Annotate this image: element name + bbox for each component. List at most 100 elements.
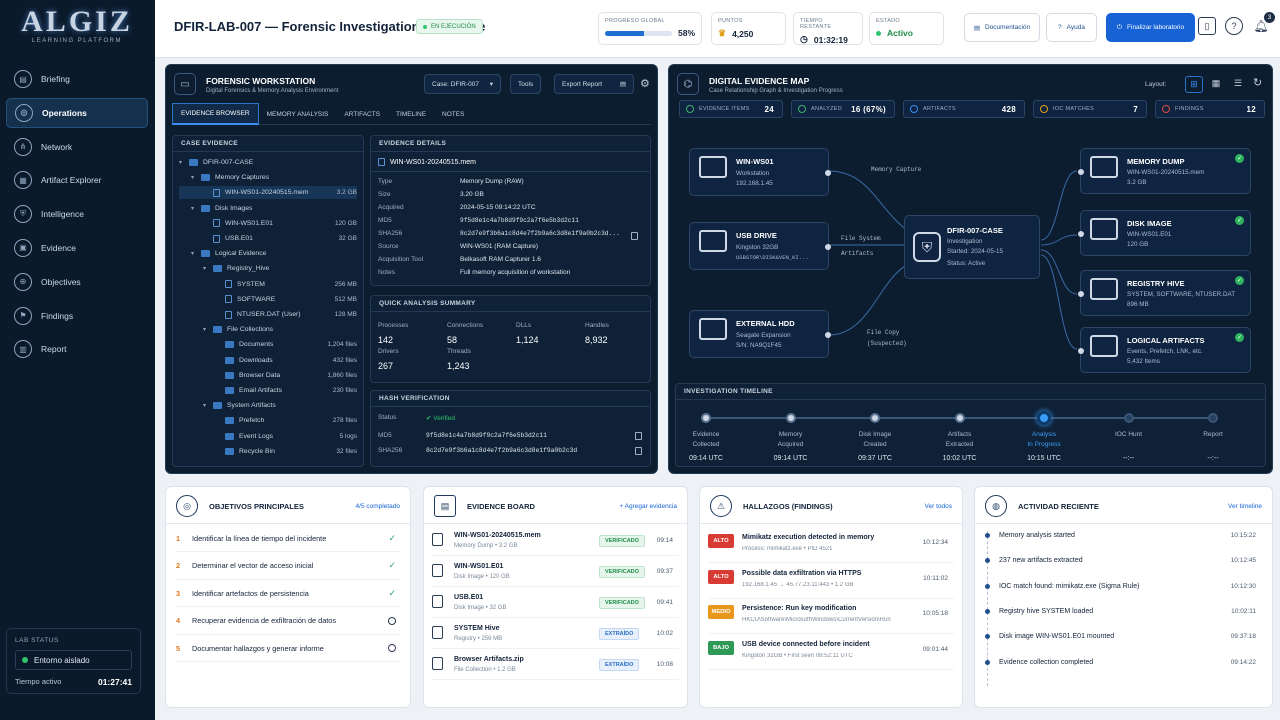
sidebar-item-findings[interactable]: ⚑ Findings — [6, 301, 148, 331]
tree-folder-item[interactable]: Downloads 432 files — [179, 354, 357, 367]
copy-icon[interactable] — [631, 232, 638, 240]
tree-folder-item[interactable]: Browser Data 1,860 files — [179, 369, 357, 382]
node-subtitle: SYSTEM, SOFTWARE, NTUSER.DAT — [1127, 291, 1236, 298]
timeline-step-dot[interactable] — [701, 413, 711, 423]
tab-notes[interactable]: NOTES — [442, 110, 465, 118]
tree-folder-item[interactable]: Prefetch 278 files — [179, 414, 357, 427]
layout-grid-icon[interactable]: ▦ — [1211, 78, 1221, 88]
artifact-node[interactable]: DISK IMAGE WIN-WS01.E01 120 GB ✓ — [1078, 210, 1251, 256]
tree-folder-item[interactable]: ▾ Registry_Hive — [179, 262, 357, 275]
activity-row[interactable]: IOC match found: mimikatz.exe (Sigma Rul… — [985, 574, 1262, 599]
evidence-board-row[interactable]: WIN-WS01-20240515.mem Memory Dump • 3.2 G… — [432, 525, 679, 556]
activity-row[interactable]: Evidence collection completed 09:14:22 — [985, 650, 1262, 675]
tree-file-item[interactable]: SYSTEM 256 MB — [179, 278, 357, 291]
sidebar-item-report[interactable]: ▥ Report — [6, 334, 148, 364]
chevron-down-icon[interactable]: ▾ — [191, 175, 195, 182]
tree-folder-item[interactable]: ▾ System Artifacts — [179, 399, 357, 412]
tree-folder-item[interactable]: Event Logs 5 logs — [179, 430, 357, 443]
layout-graph-icon[interactable]: ⊞ — [1185, 76, 1203, 93]
tab-evidence-browser[interactable]: EVIDENCE BROWSER — [172, 103, 259, 125]
artifact-node[interactable]: REGISTRY HIVE SYSTEM, SOFTWARE, NTUSER.DA… — [1078, 270, 1251, 316]
chevron-down-icon[interactable]: ▾ — [191, 205, 195, 212]
stat-value: 7 — [1133, 104, 1138, 114]
tree-file-item[interactable]: USB.E01 32 GB — [179, 232, 357, 245]
activity-row[interactable]: 237 new artifacts extracted 10:12:45 — [985, 548, 1262, 573]
tree-folder-item[interactable]: ▾ File Collections — [179, 323, 357, 336]
evidence-node[interactable]: EXTERNAL HDD Seagate Expansion S/N: NA9Q1F… — [689, 310, 831, 358]
sidebar-item-artifact-explorer[interactable]: ▦ Artifact Explorer — [6, 165, 148, 195]
layout-list-icon[interactable]: ☰ — [1233, 78, 1243, 88]
tree-file-item[interactable]: SOFTWARE 512 MB — [179, 293, 357, 306]
evidence-board-row[interactable]: SYSTEM Hive Registry • 256 MB EXTRAÍDO 10:0… — [432, 618, 679, 649]
add-evidence-link[interactable]: + Agregar evidencia — [619, 503, 677, 510]
artifact-node[interactable]: MEMORY DUMP WIN-WS01-20240515.mem 3.2 GB ✓ — [1078, 148, 1251, 194]
view-timeline-link[interactable]: Ver timeline — [1228, 503, 1262, 510]
timeline-step-dot[interactable] — [1123, 413, 1134, 423]
activity-row[interactable]: Disk image WIN-WS01.E01 mounted 09:37:18 — [985, 624, 1262, 649]
finding-row[interactable]: MEDIO Persistence: Run key modification HK… — [708, 598, 954, 634]
copy-icon[interactable] — [635, 432, 642, 440]
tree-file-item[interactable]: NTUSER.DAT (User) 128 MB — [179, 308, 357, 321]
help-circle-icon[interactable]: ? — [1225, 17, 1243, 35]
node-port — [1078, 231, 1084, 237]
gear-icon[interactable]: ⚙ — [640, 78, 650, 90]
sidebar-item-briefing[interactable]: ▤ Briefing — [6, 64, 148, 94]
objective-row[interactable]: 4 Recuperar evidencia de exfiltración de … — [176, 608, 400, 635]
view-all-findings-link[interactable]: Ver todos — [924, 503, 952, 510]
timeline-step-dot[interactable] — [1037, 411, 1051, 425]
tree-file-item[interactable]: WIN-WS01-20240515.mem 3.2 GB — [179, 186, 357, 200]
tree-folder-item[interactable]: ▾ DFIR-007-CASE — [179, 156, 357, 169]
finding-row[interactable]: ALTO Possible data exfiltration via HTTPS… — [708, 563, 954, 599]
tree-folder-item[interactable]: Email Artifacts 230 files — [179, 384, 357, 397]
tree-folder-item[interactable]: ▾ Logical Evidence — [179, 247, 357, 260]
sidebar-item-network[interactable]: ⋔ Network — [6, 132, 148, 162]
tab-artifacts[interactable]: ARTIFACTS — [344, 110, 381, 118]
chevron-down-icon[interactable]: ▾ — [203, 403, 207, 410]
artifact-node[interactable]: LOGICAL ARTIFACTS Events, Prefetch, LNK, … — [1078, 327, 1251, 373]
evidence-board-row[interactable]: WIN-WS01.E01 Disk Image • 120 GB VERIFICAD… — [432, 556, 679, 587]
documentation-button[interactable]: ▤ Documentación — [964, 13, 1040, 42]
brand-logo[interactable]: ALGIZ LEARNING PLATFORM — [14, 6, 140, 50]
finish-lab-button[interactable]: ⏻ Finalizar laboratorio — [1106, 13, 1195, 42]
timeline-step-dot[interactable] — [870, 413, 880, 423]
activity-row[interactable]: Memory analysis started 10:15:22 — [985, 523, 1262, 548]
timeline-step-dot[interactable] — [954, 413, 965, 423]
sidebar-item-operations[interactable]: ◎ Operations — [6, 97, 148, 128]
objective-row[interactable]: 5 Documentar hallazgos y generar informe — [176, 635, 400, 662]
finding-row[interactable]: BAJO USB device connected before incident… — [708, 634, 954, 670]
chevron-down-icon[interactable]: ▾ — [203, 266, 207, 273]
tree-file-item[interactable]: WIN-WS01.E01 120 GB — [179, 217, 357, 230]
tools-button[interactable]: Tools — [510, 74, 542, 94]
tree-folder-item[interactable]: Recycle Bin 32 files — [179, 445, 357, 458]
sidebar-item-evidence[interactable]: ▣ Evidence — [6, 233, 148, 263]
sidebar-item-objectives[interactable]: ⊕ Objectives — [6, 267, 148, 297]
tree-folder-item[interactable]: ▾ Memory Captures — [179, 171, 357, 184]
chevron-down-icon[interactable]: ▾ — [191, 251, 195, 258]
sidebar-item-intelligence[interactable]: ⛨ Intelligence — [6, 199, 148, 229]
bell-icon[interactable]: 🔔︎ 3 — [1252, 12, 1275, 35]
chevron-down-icon[interactable]: ▾ — [203, 327, 207, 334]
chevron-down-icon[interactable]: ▾ — [179, 160, 183, 166]
tree-folder-item[interactable]: Documents 1,204 files — [179, 338, 357, 351]
objective-row[interactable]: 2 Determinar el vector de acceso inicial ✓ — [176, 553, 400, 580]
tree-folder-item[interactable]: ▾ Disk Images — [179, 202, 357, 215]
timeline-step-dot[interactable] — [1208, 413, 1218, 423]
export-report-button[interactable]: Export Report ▤ — [554, 74, 634, 94]
timeline-step-dot[interactable] — [785, 413, 796, 423]
objective-row[interactable]: 3 Identificar artefactos de persistencia ✓ — [176, 580, 400, 607]
refresh-icon[interactable]: ↻ — [1253, 77, 1263, 89]
tab-memory-analysis[interactable]: MEMORY ANALYSIS — [266, 110, 329, 118]
finding-row[interactable]: ALTO Mimikatz execution detected in memor… — [708, 527, 954, 563]
copy-icon[interactable] — [635, 447, 642, 455]
activity-row[interactable]: Registry hive SYSTEM loaded 10:02:11 — [985, 599, 1262, 624]
objective-row[interactable]: 1 Identificar la línea de tiempo del inci… — [176, 525, 400, 552]
evidence-node[interactable]: WIN-WS01 Workstation 192.168.1.45 — [689, 148, 831, 196]
help-button[interactable]: ? Ayuda — [1046, 13, 1097, 42]
evidence-node[interactable]: USB DRIVE Kingston 32GB USBSTOR\DISK&VEN_K… — [689, 222, 831, 270]
evidence-board-row[interactable]: USB.E01 Disk Image • 32 GB VERIFICADO 09:41 — [432, 587, 679, 618]
tab-timeline[interactable]: TIMELINE — [396, 110, 427, 118]
case-select[interactable]: Case: DFIR-007 ▾ — [424, 74, 501, 94]
evidence-board-row[interactable]: Browser Artifacts.zip File Collection • 1… — [432, 649, 679, 680]
case-node[interactable]: ⛨ DFIR-007-CASE Investigation Started: 2… — [904, 215, 1040, 279]
book-icon[interactable]: ▯ — [1198, 17, 1216, 35]
